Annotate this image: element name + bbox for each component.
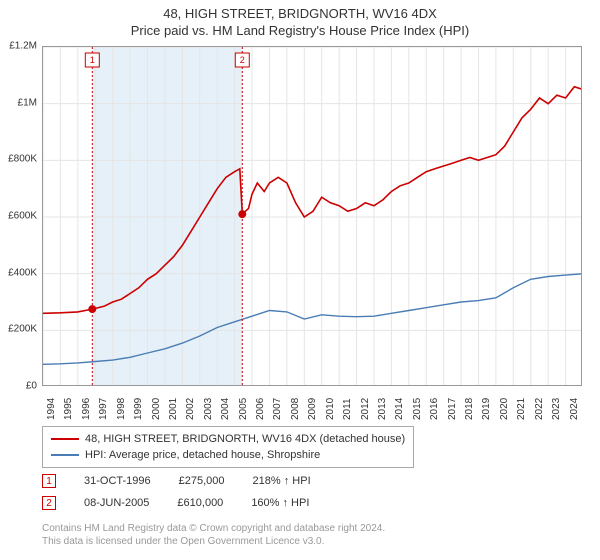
y-axis-label: £1M bbox=[18, 97, 37, 108]
x-axis-label: 2013 bbox=[377, 398, 388, 420]
x-axis-label: 2017 bbox=[447, 398, 458, 420]
x-axis-label: 2004 bbox=[220, 398, 231, 420]
legend-label: HPI: Average price, detached house, Shro… bbox=[85, 449, 320, 461]
x-axis-label: 1995 bbox=[63, 398, 74, 420]
sale-price: £610,000 bbox=[177, 497, 223, 509]
price-chart: 12 £0£200K£400K£600K£800K£1M£1.2M 199419… bbox=[42, 46, 582, 386]
y-axis-label: £200K bbox=[8, 324, 37, 335]
x-axis-label: 2015 bbox=[412, 398, 423, 420]
x-axis-label: 1999 bbox=[133, 398, 144, 420]
sale-date: 08-JUN-2005 bbox=[84, 497, 149, 509]
x-axis-label: 2012 bbox=[360, 398, 371, 420]
x-axis-label: 2001 bbox=[168, 398, 179, 420]
x-axis-label: 2000 bbox=[151, 398, 162, 420]
footer-line2: This data is licensed under the Open Gov… bbox=[42, 535, 385, 548]
page-title: 48, HIGH STREET, BRIDGNORTH, WV16 4DX bbox=[0, 6, 600, 21]
y-axis-label: £800K bbox=[8, 154, 37, 165]
x-axis-label: 2008 bbox=[290, 398, 301, 420]
sale-marker: 1 bbox=[42, 474, 56, 488]
x-axis-label: 2003 bbox=[203, 398, 214, 420]
sale-row: 1 31-OCT-1996 £275,000 218% ↑ HPI bbox=[42, 470, 339, 492]
footer-line1: Contains HM Land Registry data © Crown c… bbox=[42, 522, 385, 535]
x-axis-label: 2016 bbox=[429, 398, 440, 420]
x-axis-label: 1994 bbox=[46, 398, 57, 420]
legend-swatch bbox=[51, 438, 79, 440]
x-axis-label: 2006 bbox=[255, 398, 266, 420]
x-axis-label: 2019 bbox=[481, 398, 492, 420]
page-subtitle: Price paid vs. HM Land Registry's House … bbox=[0, 23, 600, 38]
x-axis-label: 2023 bbox=[551, 398, 562, 420]
legend-item: 48, HIGH STREET, BRIDGNORTH, WV16 4DX (d… bbox=[51, 431, 405, 447]
x-axis-label: 2020 bbox=[499, 398, 510, 420]
svg-text:2: 2 bbox=[240, 55, 245, 65]
y-axis-label: £1.2M bbox=[9, 41, 37, 52]
sale-row: 2 08-JUN-2005 £610,000 160% ↑ HPI bbox=[42, 492, 339, 514]
chart-legend: 48, HIGH STREET, BRIDGNORTH, WV16 4DX (d… bbox=[42, 426, 414, 468]
x-axis-label: 2005 bbox=[238, 398, 249, 420]
x-axis-label: 2021 bbox=[516, 398, 527, 420]
sale-date: 31-OCT-1996 bbox=[84, 475, 151, 487]
sale-price: £275,000 bbox=[179, 475, 225, 487]
x-axis-label: 2010 bbox=[325, 398, 336, 420]
x-axis-label: 1996 bbox=[81, 398, 92, 420]
sale-delta: 218% ↑ HPI bbox=[253, 475, 311, 487]
sale-marker: 2 bbox=[42, 496, 56, 510]
footer-attribution: Contains HM Land Registry data © Crown c… bbox=[42, 522, 385, 548]
legend-swatch bbox=[51, 454, 79, 456]
x-axis-label: 2011 bbox=[342, 398, 353, 420]
x-axis-label: 1998 bbox=[116, 398, 127, 420]
legend-item: HPI: Average price, detached house, Shro… bbox=[51, 447, 405, 463]
sale-delta: 160% ↑ HPI bbox=[251, 497, 309, 509]
x-axis-label: 1997 bbox=[98, 398, 109, 420]
y-axis-label: £0 bbox=[26, 381, 37, 392]
x-axis-label: 2007 bbox=[272, 398, 283, 420]
x-axis-label: 2018 bbox=[464, 398, 475, 420]
x-axis-label: 2002 bbox=[185, 398, 196, 420]
svg-text:1: 1 bbox=[90, 55, 95, 65]
y-axis-label: £600K bbox=[8, 211, 37, 222]
x-axis-label: 2024 bbox=[569, 398, 580, 420]
x-axis-label: 2009 bbox=[307, 398, 318, 420]
y-axis-label: £400K bbox=[8, 267, 37, 278]
x-axis-label: 2014 bbox=[394, 398, 405, 420]
sales-table: 1 31-OCT-1996 £275,000 218% ↑ HPI 2 08-JUN-20… bbox=[42, 470, 339, 514]
legend-label: 48, HIGH STREET, BRIDGNORTH, WV16 4DX (d… bbox=[85, 433, 405, 445]
x-axis-label: 2022 bbox=[534, 398, 545, 420]
